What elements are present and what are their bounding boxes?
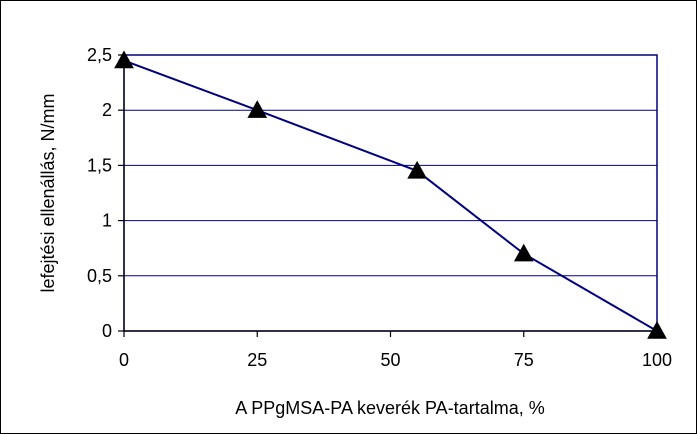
y-tick-label: 1,5 [87,155,112,175]
x-tick-label: 75 [514,350,534,370]
x-tick-label: 50 [380,350,400,370]
data-point-marker [407,160,427,179]
y-tick-label: 1 [102,211,112,231]
plot-area [123,54,658,332]
tick-labels: 0 0,5 1 1,5 2 2,5 0 25 50 75 100 [87,45,672,370]
data-point-marker [513,243,534,262]
y-tick-label: 0 [102,321,112,341]
x-tick-label: 0 [119,350,129,370]
x-tick-label: 100 [642,350,672,370]
data-point-marker [114,50,134,69]
series [114,50,667,339]
x-axis-label: A PPgMSA-PA keverék PA-tartalma, % [235,398,544,418]
axes [118,54,658,337]
y-tick-label: 2 [102,100,112,120]
x-tick-label: 25 [247,350,267,370]
y-tick-label: 2,5 [87,45,112,65]
gridlines [124,109,657,277]
data-point-marker [247,100,268,118]
y-tick-label: 0,5 [87,266,112,286]
data-point-marker [647,320,667,339]
y-axis-label: lefejtési ellenállás, N/mm [38,93,58,292]
